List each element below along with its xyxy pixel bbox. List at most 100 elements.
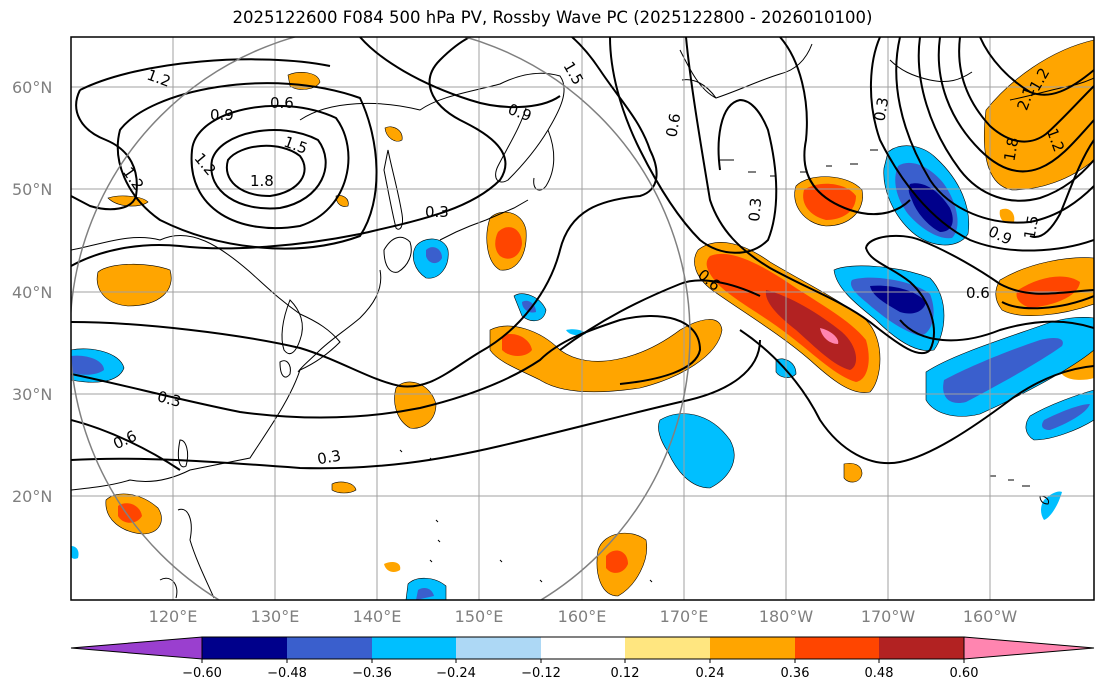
lon-tick-label: 170°E bbox=[660, 607, 709, 626]
anomaly-fill bbox=[118, 503, 142, 523]
colorbar-label: −0.36 bbox=[352, 666, 392, 681]
anomaly-fill bbox=[335, 195, 349, 207]
colorbar-label: 0.48 bbox=[865, 666, 894, 681]
anomaly-fill bbox=[502, 333, 532, 356]
pv-contour-0.3 bbox=[1029, 139, 1094, 238]
contour-label: 0.3 bbox=[745, 197, 765, 222]
colorbar-label: 0.36 bbox=[781, 666, 810, 681]
coastline-kyushu bbox=[279, 360, 291, 378]
colorbar: −0.60 −0.48 −0.36 −0.24 −0.12 0.12 0.24 … bbox=[70, 636, 1095, 681]
colorbar-segment bbox=[202, 637, 287, 659]
anomaly-fill bbox=[426, 247, 442, 264]
pv-contour-0.6 bbox=[71, 419, 181, 471]
anomaly-fill bbox=[96, 263, 172, 307]
colorbar-label: 0.60 bbox=[950, 666, 979, 681]
colorbar-label: −0.24 bbox=[436, 666, 476, 681]
contour-label: 0.9 bbox=[210, 106, 234, 124]
contour-label: 1.5 bbox=[281, 133, 310, 158]
anomaly-fill bbox=[416, 588, 434, 600]
anomaly-fill bbox=[843, 463, 863, 483]
coastline-hawaii bbox=[990, 475, 1049, 505]
anomaly-fill bbox=[606, 550, 628, 573]
graticule bbox=[71, 37, 1094, 600]
colorbar-segment bbox=[625, 637, 710, 659]
pv-contour-1.5 bbox=[917, 37, 1094, 202]
anomaly-fill bbox=[495, 227, 522, 259]
pv-contour-0.3 bbox=[71, 314, 702, 419]
contour-label: 1.5 bbox=[1020, 214, 1042, 241]
contour-label: 0.3 bbox=[316, 447, 343, 469]
anomaly-fill bbox=[1042, 404, 1090, 430]
colorbar-label: −0.60 bbox=[182, 666, 222, 681]
lon-tick-label: 150°E bbox=[455, 607, 504, 626]
map-title: 2025122600 F084 500 hPa PV, Rossby Wave … bbox=[232, 8, 873, 27]
lon-tick-label: 130°E bbox=[251, 607, 300, 626]
colorbar-segment bbox=[879, 637, 964, 659]
lat-tick-label: 30°N bbox=[12, 385, 52, 404]
colorbar-segment bbox=[456, 637, 541, 659]
pv-contour-0.3 bbox=[739, 329, 1094, 465]
lat-tick-label: 50°N bbox=[12, 180, 52, 199]
plot-frame bbox=[70, 36, 1095, 601]
contour-label: 0.6 bbox=[110, 427, 139, 453]
anomaly-fill bbox=[331, 481, 357, 494]
anomaly-fill bbox=[71, 355, 104, 375]
lon-tick-label: 140°E bbox=[353, 607, 402, 626]
colorbar-label: 0.24 bbox=[696, 666, 725, 681]
coastline-taiwan bbox=[177, 439, 189, 468]
pv-contour-1.8 bbox=[937, 37, 1094, 173]
anomaly-fill bbox=[384, 126, 403, 142]
anomaly-fill bbox=[983, 39, 1094, 191]
colorbar-frame bbox=[201, 636, 965, 660]
coastline-kuril-islands bbox=[439, 199, 529, 241]
pv-contour-0.9 bbox=[869, 37, 1094, 252]
pv-contours bbox=[71, 37, 1094, 471]
contour-label: 0.3 bbox=[870, 96, 892, 123]
coastline-korea bbox=[281, 299, 303, 355]
anomaly-fill bbox=[384, 562, 401, 572]
pv-contour-0.6 bbox=[71, 37, 507, 267]
contour-labels: 1.2 0.6 0.9 1.5 1.8 1.2 1.2 0.3 0.9 1.5 … bbox=[110, 58, 1068, 468]
contour-label: 0.6 bbox=[662, 112, 684, 139]
pv-contour-0.3 bbox=[559, 279, 761, 351]
anomaly-fill bbox=[522, 300, 536, 313]
colorbar-segment bbox=[541, 637, 625, 659]
contour-label: 0.3 bbox=[425, 203, 449, 221]
anomaly-fill bbox=[658, 413, 735, 489]
colorbar-segment bbox=[710, 637, 795, 659]
map-plot-area: 1.2 0.6 0.9 1.5 1.8 1.2 1.2 0.3 0.9 1.5 … bbox=[71, 37, 1094, 600]
pv-contour-0.9 bbox=[359, 37, 561, 108]
anomaly-fill bbox=[765, 290, 857, 370]
pv-contour-1.2 bbox=[71, 58, 331, 211]
coastline-philippines bbox=[159, 508, 215, 599]
colorbar-segment bbox=[70, 636, 203, 660]
contour-label: 0.9 bbox=[505, 100, 534, 125]
anomaly-fill bbox=[71, 546, 79, 559]
lon-tick-label: 180°W bbox=[759, 607, 814, 626]
lon-tick-label: 160°E bbox=[558, 607, 607, 626]
pv-contour-0.3 bbox=[609, 37, 778, 254]
pv-contour-1.5 bbox=[210, 129, 327, 210]
colorbar-segment bbox=[287, 637, 372, 659]
anomaly-fill bbox=[803, 183, 856, 220]
lat-tick-label: 40°N bbox=[12, 283, 52, 302]
projection-circle bbox=[71, 37, 691, 600]
longitude-labels: 120°E 130°E 140°E 150°E 160°E 170°E 180°… bbox=[149, 607, 1018, 626]
coastline-alaska bbox=[679, 43, 973, 99]
contour-label: 0.6 bbox=[966, 284, 990, 302]
coastline-okhotsk bbox=[299, 72, 565, 183]
latitude-labels: 20°N 30°N 40°N 50°N 60°N bbox=[12, 78, 52, 506]
contour-label: 0.6 bbox=[270, 94, 294, 112]
positive-anomaly-fills bbox=[96, 39, 1094, 597]
colorbar-segment bbox=[795, 637, 879, 659]
anomaly-fill bbox=[943, 338, 1063, 404]
pv-contour-0.6 bbox=[1001, 295, 1094, 310]
negative-anomaly-fills bbox=[71, 145, 1094, 600]
coastline-kamchatka bbox=[533, 129, 555, 191]
pv-contour-0.6 bbox=[71, 37, 658, 388]
colorbar-label: −0.48 bbox=[267, 666, 307, 681]
colorbar-label: 0.12 bbox=[611, 666, 640, 681]
pv-contour-0.9 bbox=[899, 319, 1094, 342]
pv-contour-1.2 bbox=[190, 104, 350, 230]
